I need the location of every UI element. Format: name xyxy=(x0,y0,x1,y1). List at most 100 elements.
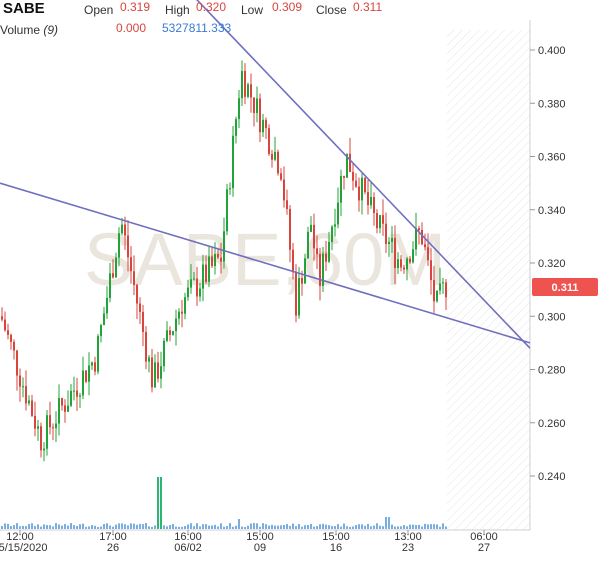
volume-bar xyxy=(100,526,102,529)
volume-bar xyxy=(250,523,252,529)
candle-body xyxy=(25,386,27,404)
volume-bar xyxy=(382,526,384,529)
candle-body xyxy=(283,179,285,201)
candle-body xyxy=(280,173,282,180)
volume-bar xyxy=(370,526,372,529)
candle-body xyxy=(412,249,414,263)
candle-body xyxy=(85,370,87,382)
volume-bar xyxy=(205,524,207,529)
candle-body xyxy=(163,340,165,367)
candle-body xyxy=(352,171,354,181)
candle-body xyxy=(199,288,201,297)
candle-body xyxy=(58,398,60,424)
candle-body xyxy=(82,370,84,396)
volume-bar xyxy=(97,526,99,529)
open-value: 0.319 xyxy=(120,0,151,14)
volume-bar xyxy=(355,525,357,529)
volume-bar xyxy=(37,524,39,529)
volume-bar xyxy=(403,525,405,529)
volume-bar xyxy=(169,524,171,529)
volume-bar xyxy=(388,517,390,529)
candle-body xyxy=(355,180,357,187)
volume-bar xyxy=(424,523,426,529)
volume-bar xyxy=(346,526,348,529)
volume-bar xyxy=(196,523,198,529)
volume-bar xyxy=(334,526,336,529)
candle-body xyxy=(244,70,246,97)
candle-body xyxy=(298,278,300,316)
candle-body xyxy=(109,273,111,298)
volume-bar xyxy=(145,523,147,529)
candle-body xyxy=(379,215,381,229)
candle-body xyxy=(94,362,96,372)
candle-body xyxy=(127,235,129,258)
candle-body xyxy=(76,390,78,397)
volume-bar xyxy=(259,526,261,529)
volume-bar xyxy=(136,524,138,529)
candle-body xyxy=(205,264,207,282)
trendline-lower[interactable] xyxy=(0,182,531,344)
volume-label-text: Volume xyxy=(0,23,41,37)
volume-bar xyxy=(166,526,168,529)
candle-body xyxy=(166,330,168,341)
volume-bar xyxy=(289,525,291,529)
y-tick-label: 0.240 xyxy=(538,471,566,483)
volume-bar xyxy=(421,526,423,529)
volume-bar xyxy=(73,525,75,529)
volume-period: (9) xyxy=(43,23,59,37)
x-tick-label: 17:00 xyxy=(99,531,127,543)
volume-bar xyxy=(310,523,312,529)
x-axis: 12:0005/15/202017:002616:0006/0215:00091… xyxy=(0,530,498,554)
volume-bar xyxy=(331,526,333,529)
candle-body xyxy=(328,241,330,262)
candle-body xyxy=(106,297,108,314)
candle-body xyxy=(439,283,441,291)
x-tick-sublabel: 23 xyxy=(402,542,414,554)
candle-body xyxy=(247,84,249,97)
candle-body xyxy=(52,427,54,429)
candle-body xyxy=(418,228,420,231)
volume-bar xyxy=(235,525,237,529)
candle-body xyxy=(208,256,210,282)
volume-bar xyxy=(118,523,120,529)
volume-bars xyxy=(1,477,447,529)
candle-body xyxy=(7,330,9,335)
candle-body xyxy=(49,415,51,428)
candle-body xyxy=(334,224,336,227)
volume-bar xyxy=(319,524,321,529)
candle-body xyxy=(316,248,318,255)
candle-body xyxy=(1,316,3,320)
volume-bar xyxy=(325,524,327,529)
candle-body xyxy=(34,415,36,429)
candle-body xyxy=(115,257,117,278)
candle-body xyxy=(103,313,105,326)
volume-bar xyxy=(217,526,219,529)
close-value: 0.311 xyxy=(353,0,383,14)
candle-body xyxy=(136,284,138,304)
open-label: Open xyxy=(84,3,114,17)
volume-bar xyxy=(361,524,363,529)
candle-body xyxy=(406,258,408,270)
y-tick-label: 0.260 xyxy=(538,418,566,430)
candle-body xyxy=(430,260,432,281)
candle-body xyxy=(253,97,255,114)
volume-bar xyxy=(226,526,228,529)
trendline-upper[interactable] xyxy=(194,0,531,349)
y-tick-label: 0.300 xyxy=(538,311,566,323)
volume-bar xyxy=(262,523,264,529)
candle-body xyxy=(433,280,435,302)
volume-bar xyxy=(301,526,303,529)
candle-body xyxy=(172,331,174,335)
volume-bar xyxy=(439,526,441,529)
candle-body xyxy=(64,405,66,412)
volume-bar xyxy=(265,524,267,529)
volume-bar xyxy=(394,526,396,529)
volume-bar xyxy=(244,526,246,529)
volume-bar xyxy=(283,524,285,529)
volume-bar xyxy=(391,524,393,529)
volume-bar xyxy=(25,526,27,529)
volume-bar xyxy=(256,523,258,529)
x-tick-sublabel: 05/15/2020 xyxy=(0,542,48,554)
volume-bar xyxy=(184,526,186,529)
candle-body xyxy=(190,279,192,288)
